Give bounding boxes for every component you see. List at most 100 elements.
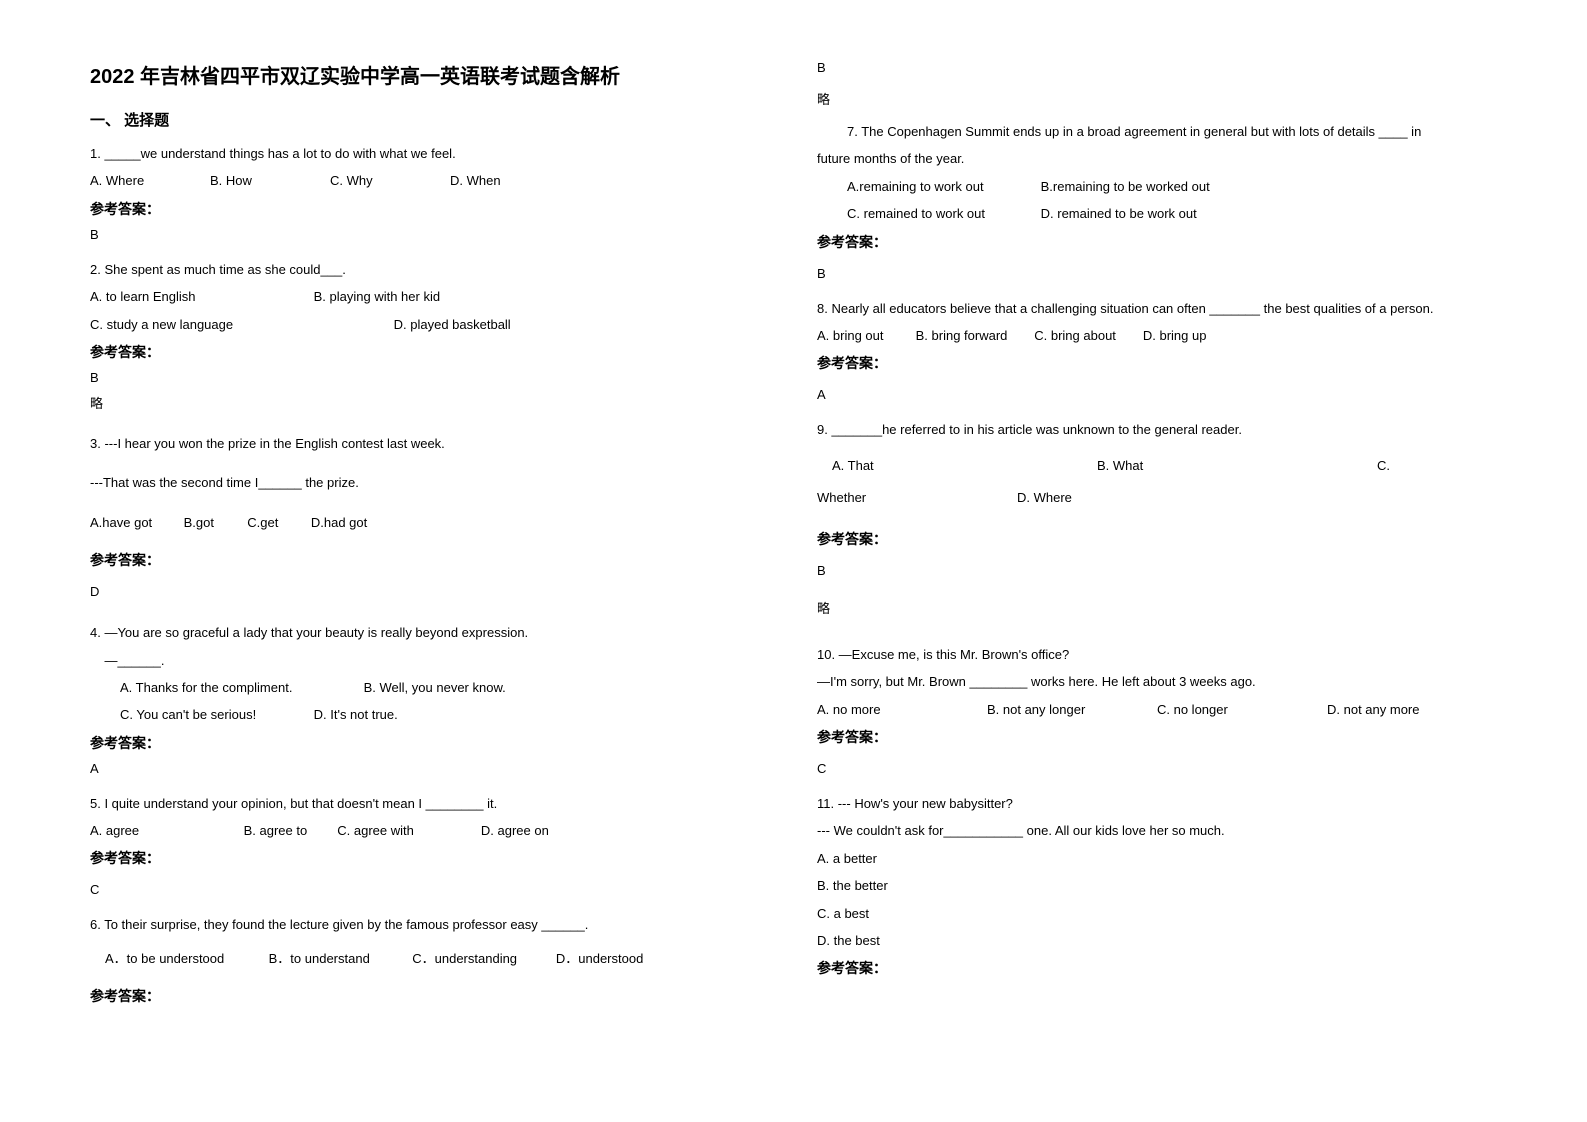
question-options-2: C. You can't be serious! D. It's not tru… bbox=[90, 703, 757, 726]
question-text: 5. I quite understand your opinion, but … bbox=[90, 792, 757, 815]
answer-value: A bbox=[817, 387, 1497, 402]
left-column: 2022 年吉林省四平市双辽实验中学高一英语联考试题含解析 一、 选择题 1. … bbox=[90, 60, 757, 1062]
question-8: 8. Nearly all educators believe that a c… bbox=[817, 297, 1497, 411]
option-b: B. the better bbox=[817, 874, 1497, 897]
answer-label: 参考答案： bbox=[817, 958, 1497, 978]
question-text-2: —______. bbox=[90, 649, 757, 672]
answer-value: C bbox=[90, 882, 757, 897]
question-4: 4. —You are so graceful a lady that your… bbox=[90, 621, 757, 784]
option-d: D. bring up bbox=[1143, 328, 1207, 343]
option-b: B.got bbox=[184, 511, 244, 534]
answer-value: B bbox=[817, 563, 1497, 578]
option-b: B．to understand bbox=[269, 947, 409, 970]
question-options: A. Where B. How C. Why D. When bbox=[90, 169, 757, 192]
answer-label: 参考答案： bbox=[90, 848, 757, 868]
answer-value: C bbox=[817, 761, 1497, 776]
question-text: 8. Nearly all educators believe that a c… bbox=[817, 297, 1497, 320]
question-text-1: 7. The Copenhagen Summit ends up in a br… bbox=[817, 120, 1497, 143]
option-c: C. remained to work out bbox=[847, 202, 1037, 225]
option-d: D. not any more bbox=[1327, 698, 1497, 721]
question-options-row1: A. That B. What C. bbox=[817, 452, 1497, 481]
question-options: A. bring out B. bring forward C. bring a… bbox=[817, 324, 1497, 347]
question-text-2: ---That was the second time I______ the … bbox=[90, 471, 757, 494]
option-a: A．to be understood bbox=[105, 947, 265, 970]
option-b: B. How bbox=[210, 169, 330, 192]
option-a: A. agree bbox=[90, 819, 240, 842]
option-b: B. not any longer bbox=[987, 698, 1157, 721]
question-9: 9. _______he referred to in his article … bbox=[817, 418, 1497, 629]
option-d: D. remained to be work out bbox=[1041, 206, 1197, 221]
option-c: C. study a new language bbox=[90, 313, 390, 336]
option-b: B. agree to bbox=[244, 819, 334, 842]
answer-label: 参考答案： bbox=[90, 199, 757, 219]
option-c: C. no longer bbox=[1157, 698, 1327, 721]
option-b: B. bring forward bbox=[916, 324, 1031, 347]
answer-label: 参考答案： bbox=[817, 727, 1497, 747]
option-d: D. It's not true. bbox=[314, 707, 398, 722]
question-7: 7. The Copenhagen Summit ends up in a br… bbox=[817, 120, 1497, 289]
option-a: A. Thanks for the compliment. bbox=[120, 676, 360, 699]
question-options-row2: Whether D. Where bbox=[817, 484, 1497, 513]
option-d: D.had got bbox=[311, 515, 367, 530]
option-a: A. bring out bbox=[817, 324, 912, 347]
option-c-cont: Whether bbox=[817, 484, 1017, 513]
option-a: A. no more bbox=[817, 698, 987, 721]
answer-value: B bbox=[817, 266, 1497, 281]
answer-label: 参考答案： bbox=[90, 733, 757, 753]
option-c: C. bbox=[1377, 452, 1437, 481]
option-a: A. That bbox=[817, 452, 1097, 481]
question-2: 2. She spent as much time as she could__… bbox=[90, 258, 757, 424]
option-d: D. played basketball bbox=[394, 317, 511, 332]
option-a: A. a better bbox=[817, 847, 1497, 870]
option-c: C. a best bbox=[817, 902, 1497, 925]
option-c: C. agree with bbox=[337, 819, 477, 842]
answer-label: 参考答案： bbox=[817, 353, 1497, 373]
option-c: C.get bbox=[247, 511, 307, 534]
question-6: 6. To their surprise, they found the lec… bbox=[90, 913, 757, 1014]
question-options: A. no more B. not any longer C. no longe… bbox=[817, 698, 1497, 721]
omit-text: 略 bbox=[90, 393, 757, 412]
question-options: A. to learn English B. playing with her … bbox=[90, 285, 757, 308]
option-d: D. agree on bbox=[481, 823, 549, 838]
question-text: 6. To their surprise, they found the lec… bbox=[90, 913, 757, 936]
option-b: B.remaining to be worked out bbox=[1041, 179, 1210, 194]
option-b: B. Well, you never know. bbox=[364, 680, 506, 695]
option-a: A. to learn English bbox=[90, 285, 310, 308]
question-options: A.remaining to work out B.remaining to b… bbox=[817, 175, 1497, 198]
question-5: 5. I quite understand your opinion, but … bbox=[90, 792, 757, 906]
question-options: A．to be understood B．to understand C．und… bbox=[90, 947, 757, 970]
question-options-2: C. remained to work out D. remained to b… bbox=[817, 202, 1497, 225]
option-a: A.remaining to work out bbox=[847, 175, 1037, 198]
option-a: A.have got bbox=[90, 511, 180, 534]
question-10: 10. —Excuse me, is this Mr. Brown's offi… bbox=[817, 643, 1497, 784]
question-options: A. Thanks for the compliment. B. Well, y… bbox=[90, 676, 757, 699]
answer-value: A bbox=[90, 761, 757, 776]
question-options-2: C. study a new language D. played basket… bbox=[90, 313, 757, 336]
answer-label: 参考答案： bbox=[817, 529, 1497, 549]
q6-answer-value: B bbox=[817, 60, 1497, 75]
answer-value: B bbox=[90, 370, 757, 385]
question-text: 2. She spent as much time as she could__… bbox=[90, 258, 757, 281]
section-1-header: 一、 选择题 bbox=[90, 109, 757, 130]
answer-label: 参考答案： bbox=[90, 550, 757, 570]
option-c: C．understanding bbox=[412, 947, 552, 970]
question-text: 9. _______he referred to in his article … bbox=[817, 418, 1497, 441]
answer-label: 参考答案： bbox=[90, 342, 757, 362]
question-text-1: 10. —Excuse me, is this Mr. Brown's offi… bbox=[817, 643, 1497, 666]
question-text-1: 11. --- How's your new babysitter? bbox=[817, 792, 1497, 815]
option-d: D. Where bbox=[1017, 484, 1072, 513]
option-d: D. the best bbox=[817, 929, 1497, 952]
question-text-2: —I'm sorry, but Mr. Brown ________ works… bbox=[817, 670, 1497, 693]
omit-text: 略 bbox=[817, 598, 1497, 617]
question-text-2: future months of the year. bbox=[817, 147, 1497, 170]
question-text-2: --- We couldn't ask for___________ one. … bbox=[817, 819, 1497, 842]
exam-title: 2022 年吉林省四平市双辽实验中学高一英语联考试题含解析 bbox=[90, 60, 757, 89]
question-text: 1. _____we understand things has a lot t… bbox=[90, 142, 757, 165]
right-column: B 略 7. The Copenhagen Summit ends up in … bbox=[817, 60, 1497, 1062]
answer-label: 参考答案： bbox=[817, 232, 1497, 252]
question-3: 3. ---I hear you won the prize in the En… bbox=[90, 432, 757, 607]
omit-text: 略 bbox=[817, 89, 1497, 108]
answer-label: 参考答案： bbox=[90, 986, 757, 1006]
option-c: C. Why bbox=[330, 169, 450, 192]
option-c: C. bring about bbox=[1034, 324, 1139, 347]
